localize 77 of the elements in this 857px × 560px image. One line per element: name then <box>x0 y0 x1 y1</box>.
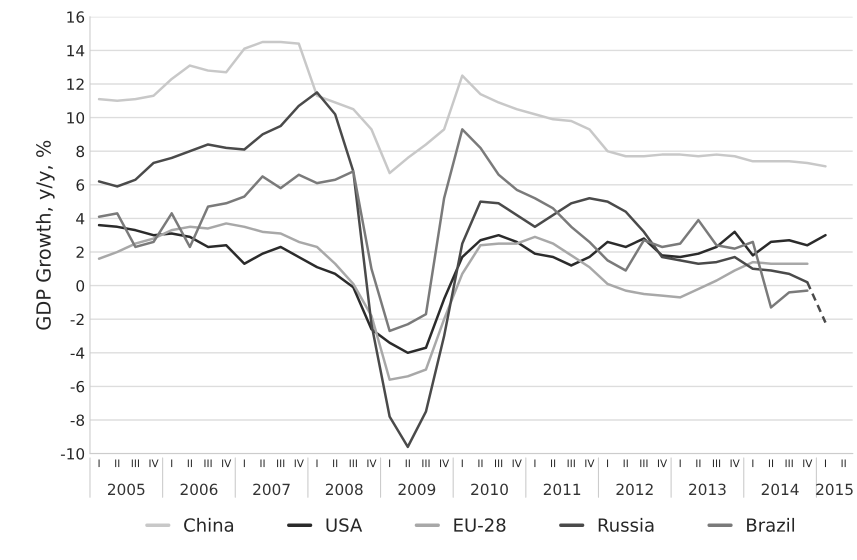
y-tick-label: -2 <box>70 314 84 326</box>
y-axis-title: GDP Growth, y/y, % <box>36 140 55 330</box>
x-tick-label: II <box>260 459 265 468</box>
text: 2008 <box>326 484 363 496</box>
y-tick-label: 10 <box>67 112 84 124</box>
legend-label: EU-28 <box>454 518 506 532</box>
y-tick-label: 16 <box>67 11 84 23</box>
y-tick-label: -6 <box>70 380 84 392</box>
x-tick-label: II <box>406 459 410 468</box>
x-tick-label: III <box>204 459 212 468</box>
y-tick-label: -4 <box>70 347 84 359</box>
x-tick-label: II <box>478 459 482 468</box>
x-tick-label: I <box>98 459 100 468</box>
y-tick-label: 12 <box>67 78 84 90</box>
text: 2010 <box>471 484 508 496</box>
y-tick-label: 2 <box>76 246 84 258</box>
x-tick-label: III <box>712 459 720 468</box>
x-tick-label: II <box>551 459 556 468</box>
x-tick-label: II <box>624 459 628 468</box>
x-tick-label: II <box>696 459 700 468</box>
y-tick-label: 4 <box>76 213 84 224</box>
text: 2012 <box>616 484 653 496</box>
x-tick-label: I <box>462 459 463 468</box>
y-tick-label: 14 <box>67 45 84 56</box>
x-tick-label: I <box>534 459 536 468</box>
line-series <box>98 128 809 332</box>
legend-label: China <box>184 518 234 532</box>
x-tick-label: I <box>171 459 172 468</box>
x-tick-label: IV <box>658 459 668 468</box>
x-tick-label: I <box>824 459 826 468</box>
x-tick-label: III <box>422 459 430 468</box>
line-series <box>98 222 809 381</box>
text: 2005 <box>108 484 144 496</box>
y-tick-label: -8 <box>70 414 84 426</box>
text: 2007 <box>253 484 290 496</box>
x-tick-label: IV <box>440 459 450 468</box>
x-tick-label: II <box>188 459 192 468</box>
text: 2011 <box>544 484 580 496</box>
x-tick-label: IV <box>222 459 232 468</box>
x-tick-label: IV <box>730 459 740 468</box>
legend-label: Russia <box>598 518 654 532</box>
x-tick-label: IV <box>367 459 376 468</box>
line-series <box>98 224 827 354</box>
x-tick-label: III <box>786 459 793 468</box>
text: 2009 <box>398 484 436 496</box>
x-tick-label: IV <box>149 459 159 468</box>
x-tick-label: III <box>350 459 357 468</box>
x-tick-label: IV <box>512 459 522 468</box>
x-tick-label: IV <box>803 459 812 468</box>
x-tick-label: III <box>495 459 502 468</box>
x-tick-label: III <box>568 459 575 468</box>
x-tick-label: II <box>842 459 846 468</box>
y-tick-label: -10 <box>60 448 84 460</box>
y-tick-label: 8 <box>76 146 84 158</box>
line-series <box>98 40 827 174</box>
x-tick-label: IV <box>585 459 594 468</box>
x-tick-label: I <box>389 459 390 468</box>
x-tick-label: IV <box>294 459 304 468</box>
x-tick-label: I <box>752 459 754 468</box>
legend-label: USA <box>326 518 362 532</box>
x-tick-label: I <box>244 459 245 468</box>
text: 2014 <box>762 484 799 496</box>
x-tick-label: I <box>680 459 681 468</box>
x-tick-label: II <box>333 459 338 468</box>
x-tick-label: III <box>132 459 139 468</box>
text: 2006 <box>180 484 218 496</box>
x-tick-label: II <box>768 459 774 468</box>
x-tick-label: III <box>277 459 284 468</box>
x-tick-label: III <box>640 459 648 468</box>
text: 2015 <box>816 484 853 496</box>
y-tick-label: 0 <box>76 280 84 292</box>
x-tick-label: II <box>115 459 120 468</box>
x-tick-label: I <box>607 459 608 468</box>
y-tick-label: 6 <box>76 179 84 191</box>
legend-label: Brazil <box>747 518 794 532</box>
x-tick-label: I <box>316 459 318 468</box>
text: 2013 <box>689 484 726 496</box>
